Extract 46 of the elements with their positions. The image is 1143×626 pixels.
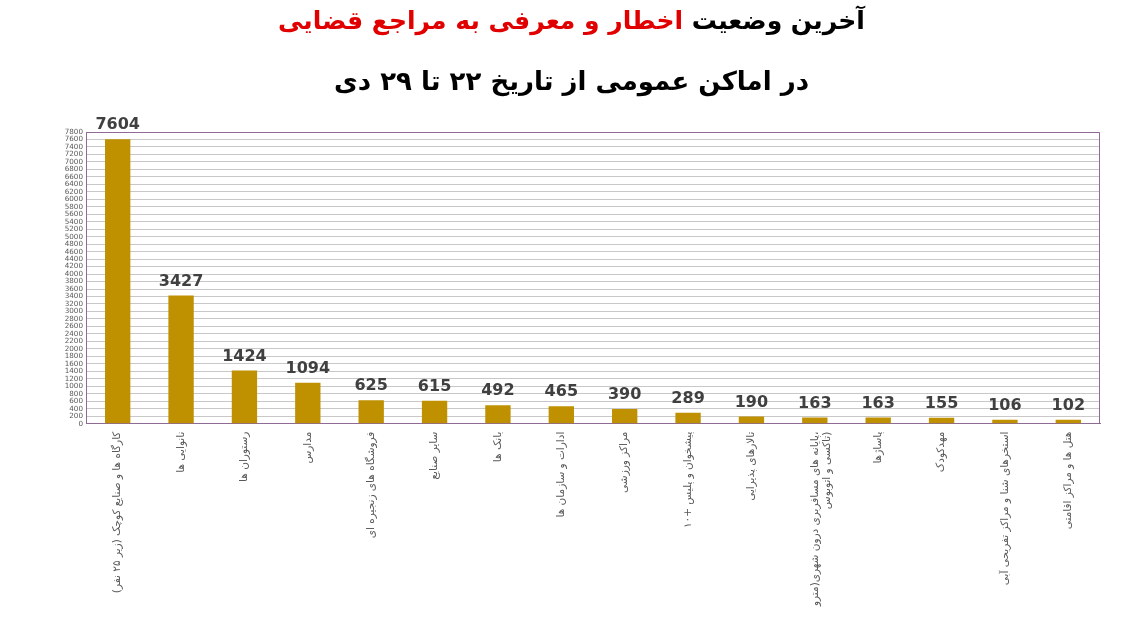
x-tick-label: تالارهای پذیرایی bbox=[744, 431, 758, 501]
data-label: 155 bbox=[924, 393, 959, 412]
data-label: 390 bbox=[607, 384, 642, 404]
data-label: 625 bbox=[354, 375, 388, 395]
data-label: 289 bbox=[671, 387, 705, 407]
x-tick-label: مدارس bbox=[300, 431, 314, 464]
bar bbox=[675, 412, 701, 424]
data-label: 492 bbox=[481, 380, 515, 400]
data-label: 163 bbox=[861, 392, 895, 412]
data-label: 163 bbox=[798, 392, 832, 412]
x-tick-label: پایانه های مسافربری درون شهری(مترو، تاکسی و اتوبوس) bbox=[807, 431, 834, 607]
data-label: 3427 bbox=[158, 270, 204, 290]
bar bbox=[485, 405, 511, 424]
data-label: 615 bbox=[417, 375, 452, 395]
data-label: 102 bbox=[1051, 394, 1086, 414]
bar bbox=[548, 406, 574, 424]
x-tick-label: مراکز ورزشی bbox=[617, 431, 631, 493]
x-tick-label: کارگاه ها و صنایع کوچک (زیر ۲۵ نفر) bbox=[110, 431, 124, 594]
data-label: 465 bbox=[544, 381, 579, 401]
data-label: 7604 bbox=[95, 114, 140, 134]
bar bbox=[358, 400, 384, 424]
bar bbox=[105, 139, 131, 424]
bar bbox=[421, 400, 448, 424]
bar bbox=[295, 382, 321, 424]
bar bbox=[928, 417, 955, 424]
data-label: 1094 bbox=[285, 357, 331, 377]
data-label: 190 bbox=[734, 391, 769, 411]
x-tick-label: سایر صنایع bbox=[427, 431, 441, 480]
x-tick-label: استخرهای شنا و مراکز تفریحی آبی bbox=[997, 431, 1011, 586]
bar bbox=[738, 416, 765, 424]
x-tick-label: فروشگاه های زنجیره ای bbox=[363, 431, 377, 539]
data-label: 106 bbox=[988, 394, 1022, 414]
chart-title: آخرین وضعیت اخطار و معرفی به مراجع قضایی bbox=[278, 6, 865, 35]
x-tick-label: پیشخوان و پلیس +۱۰ bbox=[680, 431, 694, 529]
x-tick-label: بانک ها bbox=[490, 431, 503, 463]
bar bbox=[612, 409, 638, 424]
data-label: 1424 bbox=[222, 345, 267, 365]
bar bbox=[231, 370, 258, 424]
bar bbox=[168, 295, 194, 424]
x-tick-label: ادارات و سازمان ها bbox=[554, 431, 568, 518]
x-tick-label: مهدکودک bbox=[934, 431, 948, 473]
x-tick-label: رستوران ها bbox=[237, 431, 251, 482]
x-tick-label: هتل ها و مراکز اقامتی bbox=[1061, 431, 1075, 530]
x-tick-label: پاساژها bbox=[870, 431, 884, 464]
x-tick-label: نانوایی ها bbox=[173, 431, 187, 473]
chart-subtitle: در اماکن عمومی از تاریخ ۲۲ تا ۲۹ دی bbox=[333, 66, 810, 98]
